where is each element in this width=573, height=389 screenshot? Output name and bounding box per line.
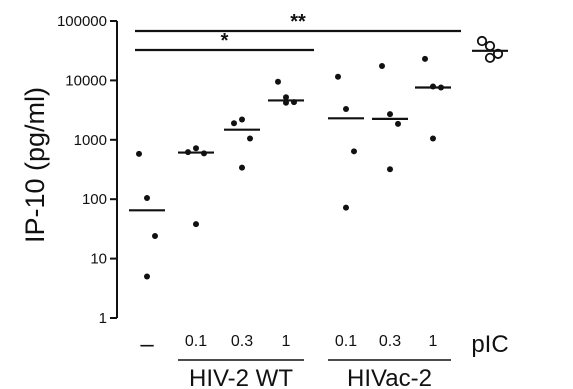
y-axis-title: IP-10 (pg/ml)	[20, 87, 50, 243]
data-point	[343, 204, 349, 211]
x-tick-label: 0.1	[185, 333, 207, 350]
x-tick-label: –	[140, 331, 154, 358]
data-point	[193, 221, 199, 228]
y-tick-label: 100	[82, 191, 107, 208]
x-tick-label: 0.1	[335, 333, 357, 350]
significance-bars: ***	[135, 11, 461, 52]
data-point	[335, 73, 341, 80]
y-tick-label: 1000	[74, 132, 107, 149]
data-point	[247, 135, 253, 142]
data-point	[395, 120, 401, 127]
group-labels: HIV-2 WT HIVac-2	[178, 359, 451, 389]
data-point	[430, 135, 436, 142]
x-tick-labels: – 0.1 0.3 1 0.1 0.3 1 pIC	[140, 331, 508, 358]
data-point	[144, 194, 150, 201]
y-tick-label: 10	[90, 251, 107, 268]
y-tick-label: 100000	[57, 13, 107, 30]
data-point	[484, 40, 496, 52]
data-point	[283, 94, 289, 101]
data-point	[152, 233, 158, 240]
data-point	[379, 62, 385, 69]
x-tick-label: 1	[429, 333, 438, 350]
group-label: HIVac-2	[347, 365, 432, 389]
median-lines	[129, 49, 508, 212]
data-point	[387, 166, 393, 173]
y-axis-title-group: IP-10 (pg/ml)	[20, 87, 50, 243]
x-tick-label: 0.3	[379, 333, 401, 350]
x-tick-label: 1	[282, 333, 291, 350]
group-label: HIV-2 WT	[189, 365, 293, 389]
data-point	[144, 273, 150, 280]
data-point	[239, 116, 245, 123]
significance-label: **	[290, 11, 306, 33]
data-point	[422, 55, 428, 62]
y-axis: 1 10 100 1000 10000 100000	[57, 13, 118, 327]
data-point	[343, 106, 349, 113]
significance-label: *	[221, 30, 229, 52]
x-tick-label: 0.3	[231, 333, 253, 350]
data-point	[476, 35, 488, 47]
x-tick-label: pIC	[471, 331, 508, 358]
data-point	[275, 78, 281, 85]
data-point	[136, 150, 142, 157]
data-point	[484, 52, 496, 63]
y-tick-label: 10000	[65, 72, 107, 89]
data-points	[136, 35, 504, 280]
data-point	[387, 111, 393, 118]
data-point	[231, 120, 237, 127]
data-point	[193, 145, 199, 152]
data-point	[351, 148, 357, 155]
y-tick-label: 1	[99, 310, 107, 327]
data-point	[239, 164, 245, 171]
